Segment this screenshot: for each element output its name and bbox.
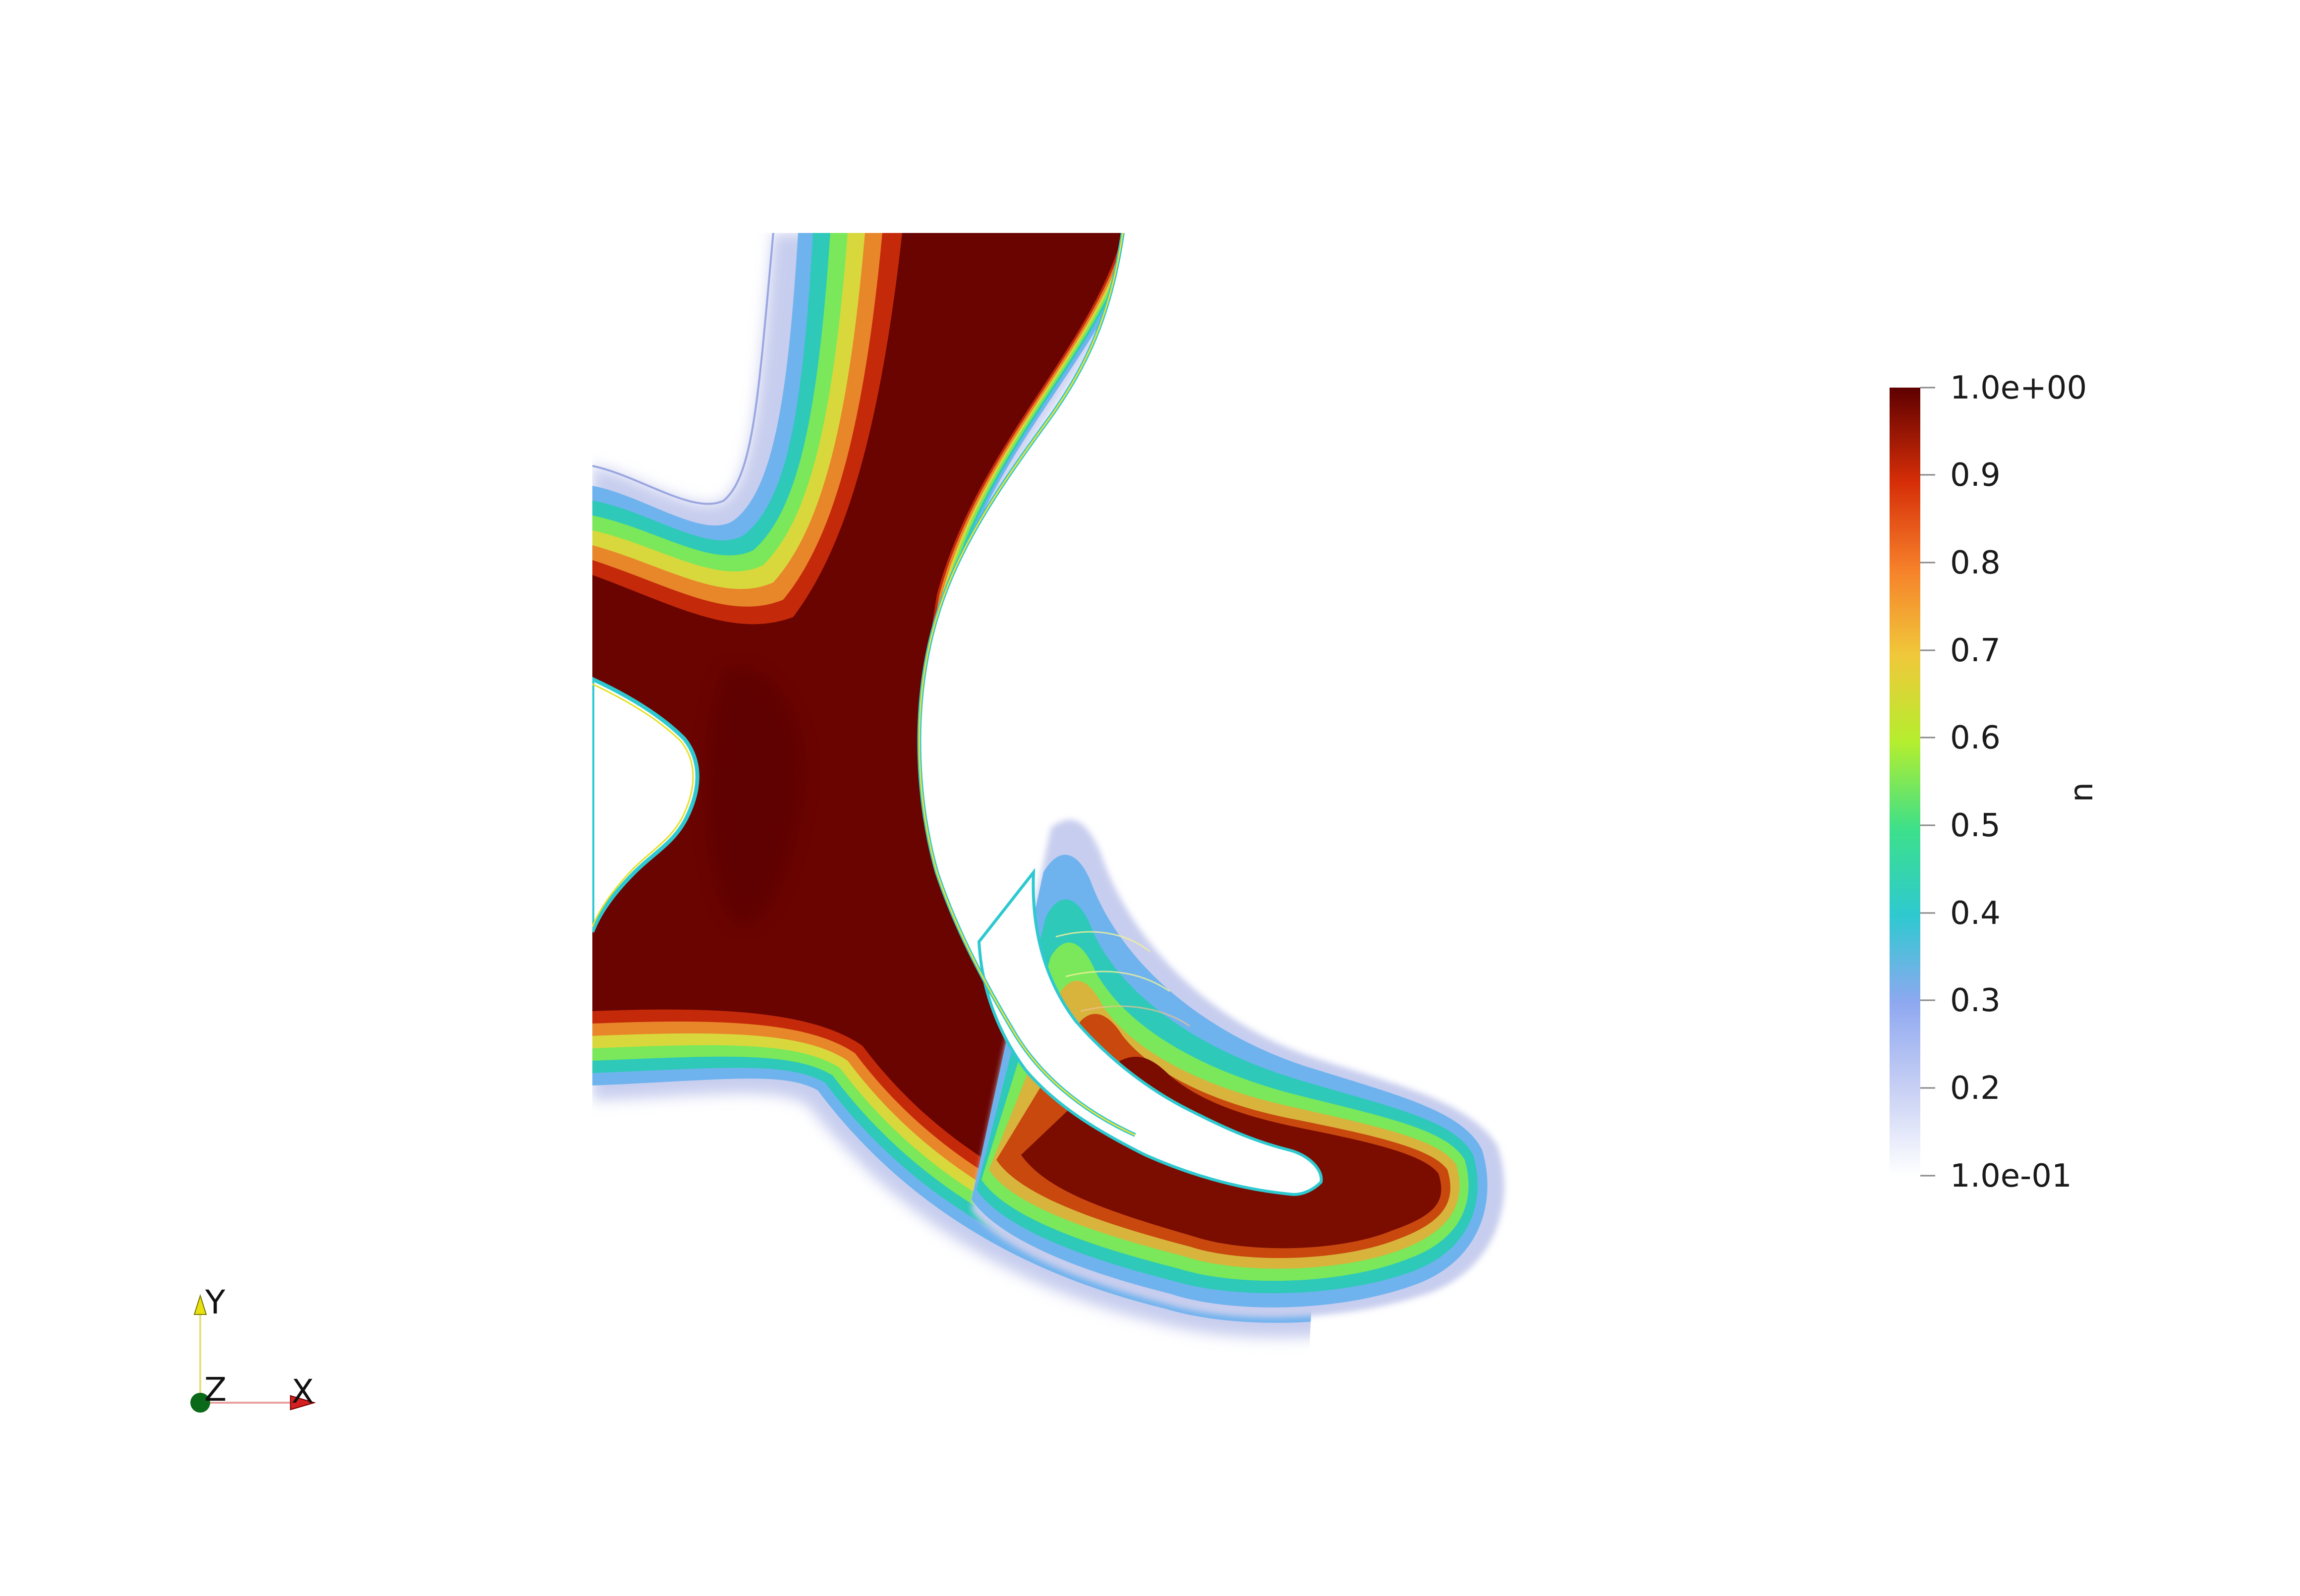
curl-arm bbox=[972, 820, 1504, 1317]
band-core bbox=[592, 233, 1439, 1259]
z-axis-label: Z bbox=[204, 1370, 227, 1409]
scalar-bar-tick-label: 0.6 bbox=[1950, 720, 2001, 756]
x-axis-label: X bbox=[291, 1372, 314, 1411]
scalar-bar-max-label: 1.0e+00 bbox=[1950, 370, 2087, 406]
orientation-axes-widget[interactable]: Y Z X bbox=[190, 1283, 316, 1413]
scalar-bar-tick-label: 0.4 bbox=[1950, 895, 2001, 932]
scalar-bar-tick-label: 0.8 bbox=[1950, 545, 2001, 581]
scalar-bar[interactable]: 1.0e+00 0.9 0.8 0.7 0.6 0.5 0.4 0.3 0.2 … bbox=[1890, 370, 2104, 1195]
scalar-bar-ticks bbox=[1920, 387, 1935, 1177]
y-axis-label: Y bbox=[205, 1283, 226, 1321]
scalar-bar-tick-label: 0.9 bbox=[1950, 457, 2001, 494]
scalar-bar-gradient bbox=[1890, 388, 1920, 1176]
scalar-bar-tick-label: 0.3 bbox=[1950, 982, 2001, 1019]
scalar-bar-title: u bbox=[2067, 782, 2104, 802]
scalar-bar-tick-label: 0.5 bbox=[1950, 807, 2001, 844]
scalar-bar-tick-label: 0.2 bbox=[1950, 1070, 2001, 1107]
hole-boundary bbox=[592, 677, 699, 933]
scalar-bar-tick-label: 0.7 bbox=[1950, 632, 2001, 669]
curl-gap bbox=[977, 867, 1323, 1197]
field-contour-plot bbox=[592, 233, 1633, 1373]
scalar-bar-min-label: 1.0e-01 bbox=[1950, 1158, 2072, 1195]
y-axis-arrow-icon bbox=[193, 1294, 207, 1315]
z-axis-origin-icon bbox=[190, 1393, 210, 1413]
x-axis-arrow-icon bbox=[290, 1395, 316, 1411]
